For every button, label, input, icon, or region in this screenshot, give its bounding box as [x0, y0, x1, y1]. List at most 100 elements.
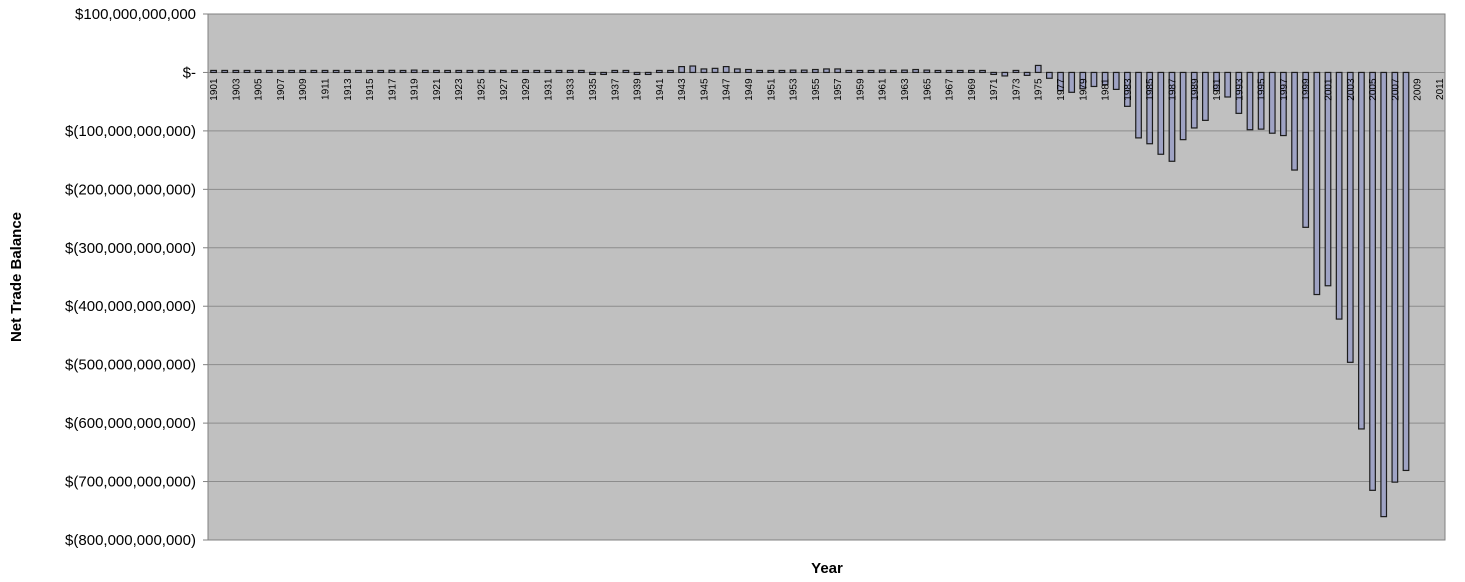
bar [355, 69, 362, 74]
bar [243, 69, 251, 74]
x-tick-label: 1947 [722, 78, 733, 101]
bar [466, 69, 474, 74]
x-tick-label: 1951 [766, 78, 777, 101]
bar [878, 69, 886, 74]
x-tick-label: 2001 [1323, 78, 1334, 101]
bar [566, 69, 574, 74]
x-tick-label: 2009 [1413, 78, 1424, 101]
bar [856, 69, 864, 74]
x-tick-label: 1915 [365, 78, 376, 101]
bar [1358, 71, 1365, 430]
x-tick-label: 1905 [254, 78, 265, 101]
bar [722, 65, 730, 74]
x-tick-label: 1937 [610, 78, 621, 101]
bar [366, 69, 373, 74]
bar [1045, 71, 1053, 79]
bar [1402, 71, 1410, 472]
x-tick-label: 1933 [566, 78, 577, 101]
bar [979, 69, 986, 74]
bar [1280, 71, 1287, 137]
x-tick-label: 1985 [1145, 78, 1156, 101]
bar [589, 71, 596, 76]
x-tick-label: 1973 [1011, 78, 1022, 101]
bar [689, 65, 697, 74]
x-tick-label: 1955 [811, 78, 822, 101]
bar [789, 69, 797, 74]
bar [1346, 71, 1354, 363]
x-tick-label: 1901 [209, 78, 220, 101]
bar [1335, 71, 1343, 320]
y-tick-label: $(600,000,000,000) [65, 415, 196, 432]
bar [1179, 71, 1187, 141]
bar [845, 69, 853, 74]
bar [611, 69, 619, 74]
bar [1190, 71, 1198, 129]
bar [254, 69, 262, 74]
bar [1079, 71, 1087, 90]
bar [455, 69, 463, 74]
bar [399, 69, 407, 74]
x-tick-label: 2003 [1346, 78, 1357, 101]
bar [1257, 71, 1265, 130]
x-tick-label: 1967 [945, 78, 956, 101]
bar [488, 69, 496, 74]
x-tick-label: 1969 [967, 78, 978, 101]
x-tick-label: 1989 [1190, 78, 1201, 101]
bar [221, 69, 229, 74]
bar [800, 69, 808, 74]
x-tick-label: 1917 [387, 78, 398, 101]
bar [421, 69, 429, 74]
bar [934, 69, 942, 74]
y-tick-label: $(200,000,000,000) [65, 181, 196, 198]
x-tick-label: 1913 [343, 78, 354, 101]
bar [555, 69, 563, 74]
bar [889, 69, 897, 74]
x-tick-label: 1995 [1257, 78, 1268, 101]
x-tick-label: 2011 [1435, 78, 1446, 100]
bar [867, 69, 875, 74]
bar [778, 69, 786, 74]
y-tick-label: $(300,000,000,000) [65, 240, 196, 257]
bar [1313, 71, 1321, 296]
x-tick-label: 1981 [1101, 78, 1112, 101]
bar [655, 69, 663, 74]
y-tick-label: $100,000,000,000 [75, 6, 196, 23]
bar [1391, 71, 1399, 483]
bar [433, 69, 440, 74]
x-tick-label: 1945 [699, 78, 710, 101]
x-tick-label: 1925 [477, 78, 488, 101]
x-tick-label: 1921 [432, 78, 443, 101]
bar [321, 69, 329, 74]
bar [1146, 71, 1154, 145]
bar [477, 69, 485, 74]
x-tick-label: 1949 [744, 78, 755, 101]
bar [834, 68, 842, 74]
bar [544, 69, 552, 74]
bar [1246, 71, 1254, 131]
x-tick-label: 1977 [1056, 78, 1067, 101]
bar [265, 69, 273, 74]
bar [377, 69, 385, 74]
bar [1202, 71, 1209, 121]
bar [299, 69, 307, 74]
x-tick-label: 1911 [321, 78, 332, 100]
bar [1057, 71, 1064, 92]
y-tick-label: $(700,000,000,000) [65, 474, 196, 491]
x-tick-label: 1983 [1123, 78, 1134, 101]
x-tick-label: 1997 [1279, 78, 1290, 101]
x-tick-label: 1939 [633, 78, 644, 101]
bar [967, 69, 975, 74]
x-tick-label: 1929 [521, 78, 532, 101]
bar [1157, 71, 1165, 155]
bar [444, 69, 451, 74]
x-tick-label: 1909 [298, 78, 309, 101]
bar [600, 71, 608, 76]
bar [756, 69, 764, 74]
x-axis-title: Year [811, 560, 843, 577]
x-tick-label: 1965 [922, 78, 933, 101]
bar [1135, 71, 1142, 139]
x-tick-label: 1953 [789, 78, 800, 101]
x-tick-label: 1987 [1167, 78, 1178, 101]
x-tick-label: 1941 [655, 78, 666, 101]
